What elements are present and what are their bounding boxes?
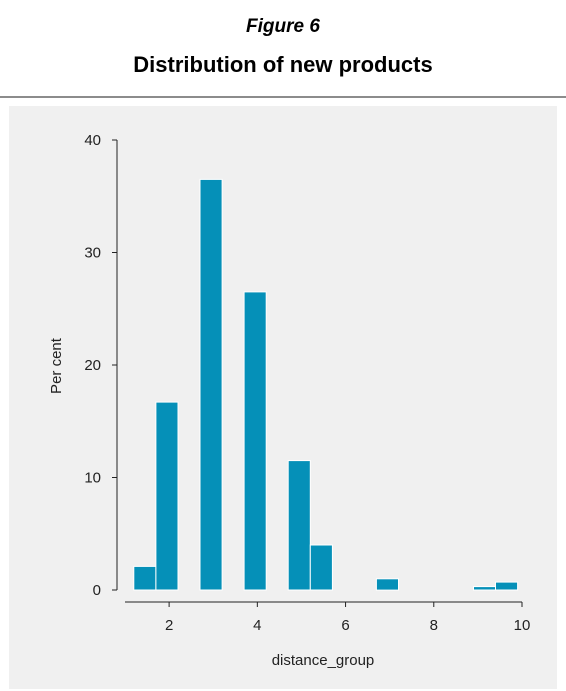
chart-title: Distribution of new products [133,52,433,77]
histogram-bar-7 [375,578,399,591]
histogram-bar-2 [155,401,179,591]
figure-label: Figure 6 [246,16,320,37]
y-ticks-group: 0 10 20 30 40 [84,132,117,599]
histogram-bar-3 [199,178,223,591]
bars-group [133,178,519,591]
x-tick-label-6: 6 [341,617,349,634]
y-tick-label-40: 40 [84,132,101,149]
y-axis-title: Per cent [48,337,65,394]
x-tick-label-2: 2 [165,617,173,634]
y-tick-label-10: 10 [84,470,101,487]
y-tick-label-20: 20 [84,357,101,374]
x-tick-label-10: 10 [514,617,531,634]
y-tick-label-0: 0 [93,582,101,599]
x-tick-label-8: 8 [430,617,438,634]
chart-panel [9,106,557,689]
x-axis-title: distance_group [272,652,375,669]
histogram-bar-6 [309,544,333,591]
histogram-bar-9 [495,581,519,591]
y-tick-label-30: 30 [84,245,101,262]
histogram-bar-8 [473,586,497,591]
histogram-bar-5 [287,460,311,591]
x-ticks-group: 2 4 6 8 10 [165,602,530,634]
histogram-bar-1 [133,565,157,591]
x-tick-label-4: 4 [253,617,261,634]
histogram-bar-4 [243,291,267,591]
title-divider [0,96,566,98]
